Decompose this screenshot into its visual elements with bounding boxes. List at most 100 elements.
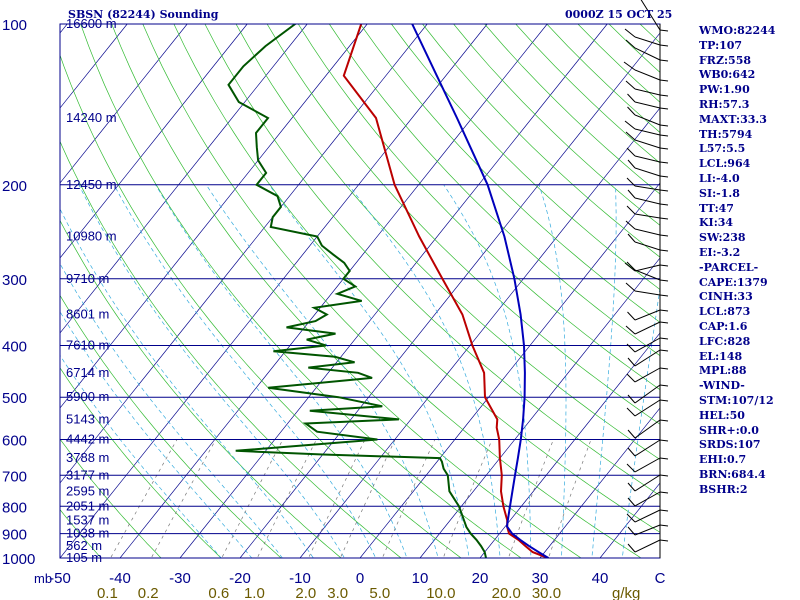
- wind-barb: [634, 439, 661, 457]
- wind-barb: [634, 524, 661, 536]
- wind-barb-tick: [659, 79, 669, 82]
- isotherm-line: [60, 24, 308, 334]
- moist-adiabat-line: [591, 184, 617, 558]
- wind-barb-flag: [627, 543, 636, 553]
- wind-barb-flag: [625, 325, 636, 335]
- wind-barb: [634, 367, 661, 383]
- moist-adiabat-line: [60, 311, 253, 558]
- pressure-tick-label: 700: [2, 468, 27, 485]
- mixing-ratio-label: 2.0: [295, 585, 316, 600]
- wind-barb-tick: [659, 147, 669, 150]
- temperature-tick-label: 40: [592, 570, 609, 587]
- height-label: 2051 m: [66, 498, 109, 513]
- wind-barb-tick: [659, 249, 669, 252]
- pressure-tick-label: 500: [2, 390, 27, 407]
- wind-barb-flag: [627, 189, 636, 199]
- wind-barb-tick: [659, 175, 669, 178]
- dry-adiabat-line: [359, 24, 660, 323]
- index-item: TH:5794: [699, 127, 753, 141]
- wind-barb-tick: [659, 321, 669, 324]
- wind-barb-flag: [625, 282, 636, 292]
- index-item: LI:-4.0: [699, 171, 740, 185]
- index-item: EHI:0.7: [699, 453, 747, 467]
- index-item: KI:34: [699, 216, 734, 230]
- index-item: RH:57.3: [699, 97, 750, 111]
- wind-barb: [634, 241, 661, 251]
- wind-barb: [634, 321, 661, 335]
- wind-barb: [634, 399, 661, 417]
- dewpoint-profile: [227, 24, 487, 558]
- index-item: CAPE:1379: [699, 275, 768, 289]
- mixing-ratio-line: [548, 439, 592, 558]
- index-item: SI:-1.8: [699, 186, 740, 200]
- wind-barb-flag: [627, 159, 636, 169]
- wind-barb-flag: [627, 357, 636, 367]
- index-item: L57:5.5: [699, 142, 746, 156]
- dry-adiabat-line: [80, 24, 522, 558]
- isotherm-line: [60, 24, 368, 409]
- wind-barb: [634, 264, 661, 272]
- pressure-tick-label: 1000: [2, 551, 35, 568]
- wind-barb-flag: [626, 463, 636, 473]
- sounding-time: 0000Z 15 OCT 25: [565, 8, 673, 21]
- wind-barb: [634, 88, 661, 96]
- height-label: 3177 m: [66, 467, 109, 482]
- isotherm-line: [60, 24, 248, 259]
- mixing-ratio-label: 10.0: [426, 585, 455, 600]
- index-item: LFC:828: [699, 334, 751, 348]
- wind-barb: [634, 419, 661, 439]
- wind-barb-flag: [627, 497, 636, 507]
- index-item: LCL:873: [699, 305, 751, 319]
- wind-barb: [634, 290, 661, 296]
- pressure-tick-label: 800: [2, 499, 27, 516]
- wind-barb: [634, 337, 661, 353]
- wind-barb-flag: [627, 93, 636, 103]
- height-label: 5143 m: [66, 411, 109, 426]
- wind-barb-flag: [626, 513, 636, 523]
- wind-barb-tick: [659, 491, 669, 494]
- moist-adiabat-line: [155, 184, 408, 558]
- wind-barb-flag: [626, 147, 636, 157]
- index-item: -WIND-: [699, 379, 745, 393]
- index-item: MAXT:33.3: [699, 112, 767, 126]
- moist-adiabat-line: [348, 184, 501, 558]
- wind-barb: [634, 114, 661, 126]
- wind-barb: [634, 197, 661, 205]
- mixing-ratio-line: [150, 439, 217, 558]
- wind-barb-flag: [624, 120, 636, 130]
- index-item: EL:148: [699, 349, 743, 363]
- wind-barb-tick: [659, 337, 669, 340]
- index-item: EI:-3.2: [699, 245, 741, 259]
- mixing-ratio-line: [339, 439, 396, 558]
- height-label: 3788 m: [66, 450, 109, 465]
- temperature-tick-label: 20: [472, 570, 489, 587]
- wind-barb-tick: [659, 161, 669, 164]
- temperature-tick-label: -10: [289, 570, 311, 587]
- dry-adiabat-line: [297, 24, 660, 391]
- wind-barb: [634, 167, 661, 177]
- moist-adiabat-line: [113, 184, 377, 558]
- wind-barb: [634, 185, 661, 191]
- temperature-tick-label: -30: [169, 570, 191, 587]
- height-label: 105 m: [66, 550, 102, 565]
- temperature-tick-label: 30: [532, 570, 549, 587]
- moist-adiabat-line: [621, 285, 660, 558]
- temperature-tick-label: 10: [412, 570, 429, 587]
- wind-barb: [634, 155, 661, 163]
- index-item: LCL:964: [699, 157, 751, 171]
- index-item: PW:1.90: [699, 83, 750, 97]
- dry-adiabat-line: [60, 140, 402, 558]
- sounding-profiles: [227, 24, 549, 558]
- wind-barb-tick: [659, 539, 669, 542]
- wind-barb: [634, 69, 661, 81]
- height-label: 10980 m: [66, 228, 117, 243]
- wind-barb-flag: [627, 482, 636, 492]
- dry-adiabat-line: [204, 24, 660, 496]
- wind-barb: [634, 228, 661, 236]
- dry-adiabat-line: [60, 509, 102, 558]
- wind-barb-tick: [659, 234, 669, 237]
- dry-adiabat-line: [390, 24, 660, 290]
- moist-adiabat-line: [538, 184, 567, 558]
- height-label: 4442 m: [66, 432, 109, 447]
